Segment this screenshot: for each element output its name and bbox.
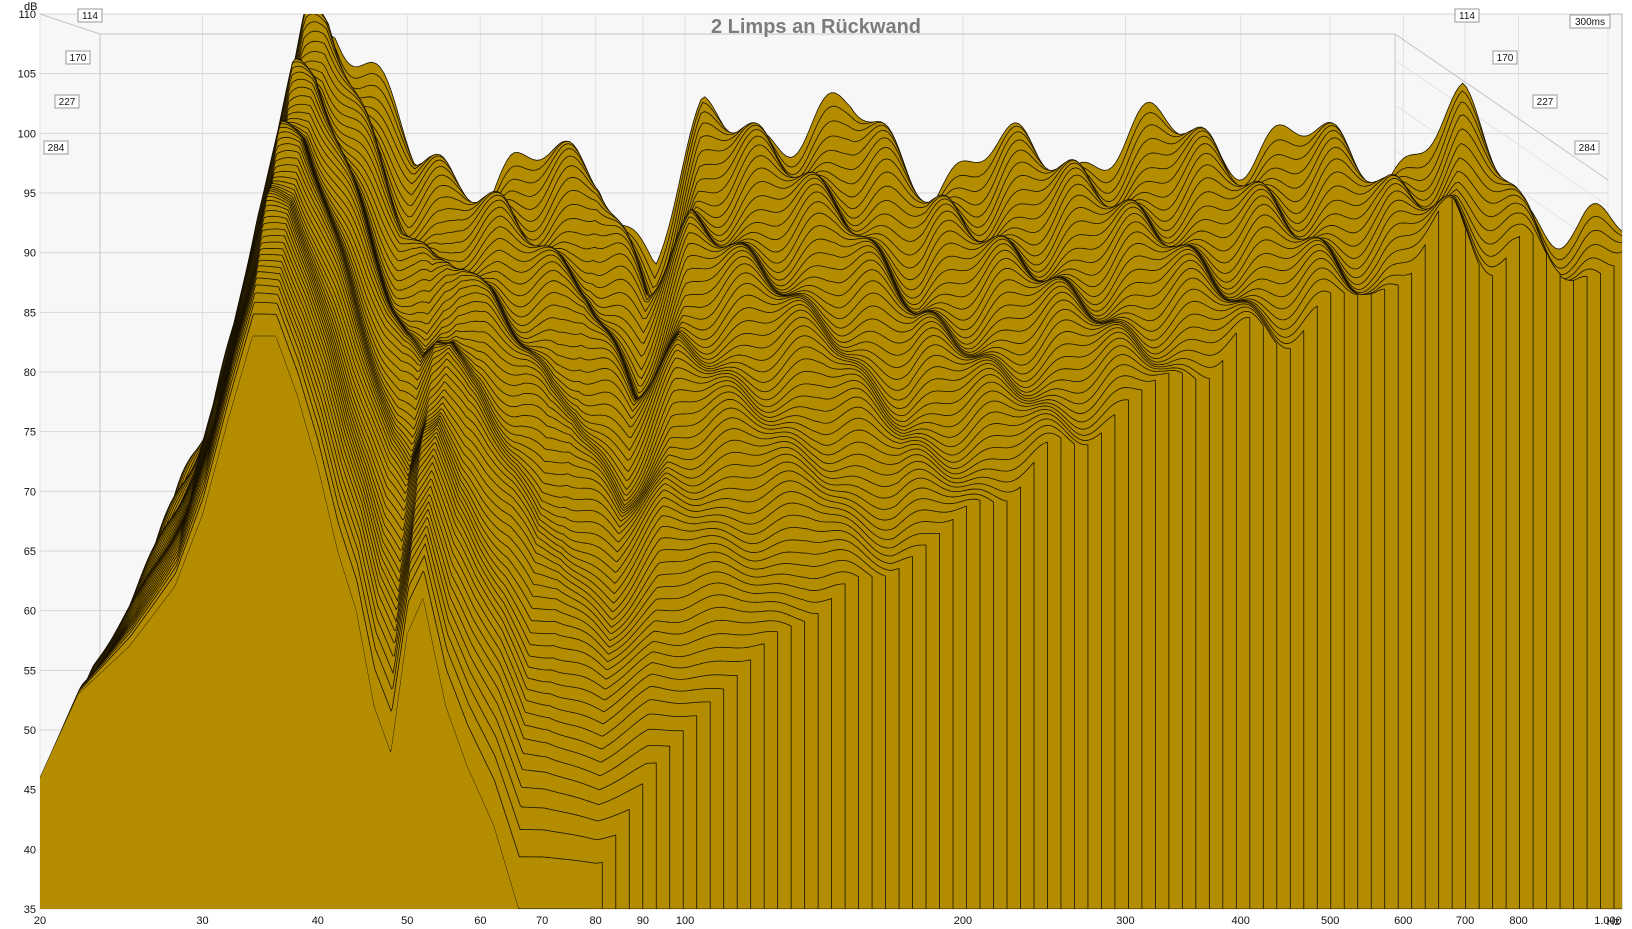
z-tick-box (1569, 14, 1611, 29)
x-tick-label: 1.000 (1594, 915, 1622, 927)
y-tick-label: 100 (18, 128, 36, 140)
y-tick-label: 80 (24, 367, 36, 379)
x-tick-label: 500 (1321, 915, 1339, 927)
z-axis-left-labels: 114 170 227 284 (43, 8, 103, 155)
z-tick-label: 170 (1497, 53, 1514, 64)
y-tick-label: 85 (24, 307, 36, 319)
y-tick-label: 65 (24, 546, 36, 558)
z-tick-box (1454, 8, 1480, 23)
x-tick-label: 50 (401, 915, 413, 927)
y-tick-label: 75 (24, 427, 36, 439)
y-tick-label: 35 (24, 904, 36, 916)
z-tick-box (43, 140, 69, 155)
y-tick-label: 55 (24, 665, 36, 677)
y-tick-label: 105 (18, 69, 36, 81)
x-tick-label: 800 (1509, 915, 1527, 927)
y-tick-label: 95 (24, 188, 36, 200)
x-tick-label: 700 (1456, 915, 1474, 927)
y-axis-label: dB (24, 1, 37, 13)
z-tick-box (77, 8, 103, 23)
x-tick-label: 40 (312, 915, 324, 927)
z-axis-right-labels: 300ms 114 170 227 284 (1454, 8, 1611, 155)
x-tick-label: 300 (1116, 915, 1134, 927)
z-tick-box (1574, 140, 1600, 155)
x-tick-label: 200 (954, 915, 972, 927)
y-tick-label: 40 (24, 844, 36, 856)
x-tick-label: 70 (536, 915, 548, 927)
z-tick-label: 284 (1579, 143, 1596, 154)
y-tick-label: 60 (24, 606, 36, 618)
z-tick-label: 227 (59, 97, 76, 108)
x-axis: 20 30 40 50 60 70 80 90 100 200 300 400 500 600 700 800… (34, 915, 1622, 927)
z-tick-box (1492, 50, 1518, 65)
x-tick-label: 80 (590, 915, 602, 927)
y-tick-label: 110 (18, 9, 36, 21)
y-tick-label: 50 (24, 725, 36, 737)
front-slice-layer (40, 336, 519, 909)
y-tick-label: 45 (24, 785, 36, 797)
x-tick-label: 30 (196, 915, 208, 927)
z-tick-box (1532, 94, 1558, 109)
x-tick-label: 20 (34, 915, 46, 927)
x-tick-label: 60 (474, 915, 486, 927)
z-tick-box (54, 94, 80, 109)
z-tick-label: 227 (1537, 97, 1554, 108)
x-tick-label: 600 (1394, 915, 1412, 927)
x-axis-unit: Hz (1607, 916, 1620, 928)
x-tick-label: 400 (1232, 915, 1250, 927)
x-tick-label: 90 (637, 915, 649, 927)
depth-grid-line (1394, 59, 1609, 207)
y-tick-label: 70 (24, 486, 36, 498)
chart-title: 2 Limps an Rückwand (711, 16, 921, 38)
z-tick-box (65, 50, 91, 65)
back-wall-edge-right (1394, 33, 1609, 181)
y-axis: 35 40 45 50 55 60 65 70 75 80 85 90 95 100 105 110 (18, 9, 36, 916)
z-tick-label: 284 (48, 143, 65, 154)
z-tick-label: 300ms (1575, 17, 1605, 28)
z-tick-label: 114 (1459, 11, 1475, 22)
z-tick-label: 114 (82, 11, 98, 22)
x-tick-label: 100 (676, 915, 694, 927)
front-slice-area (40, 336, 519, 909)
z-tick-label: 170 (70, 53, 87, 64)
y-tick-label: 90 (24, 248, 36, 260)
